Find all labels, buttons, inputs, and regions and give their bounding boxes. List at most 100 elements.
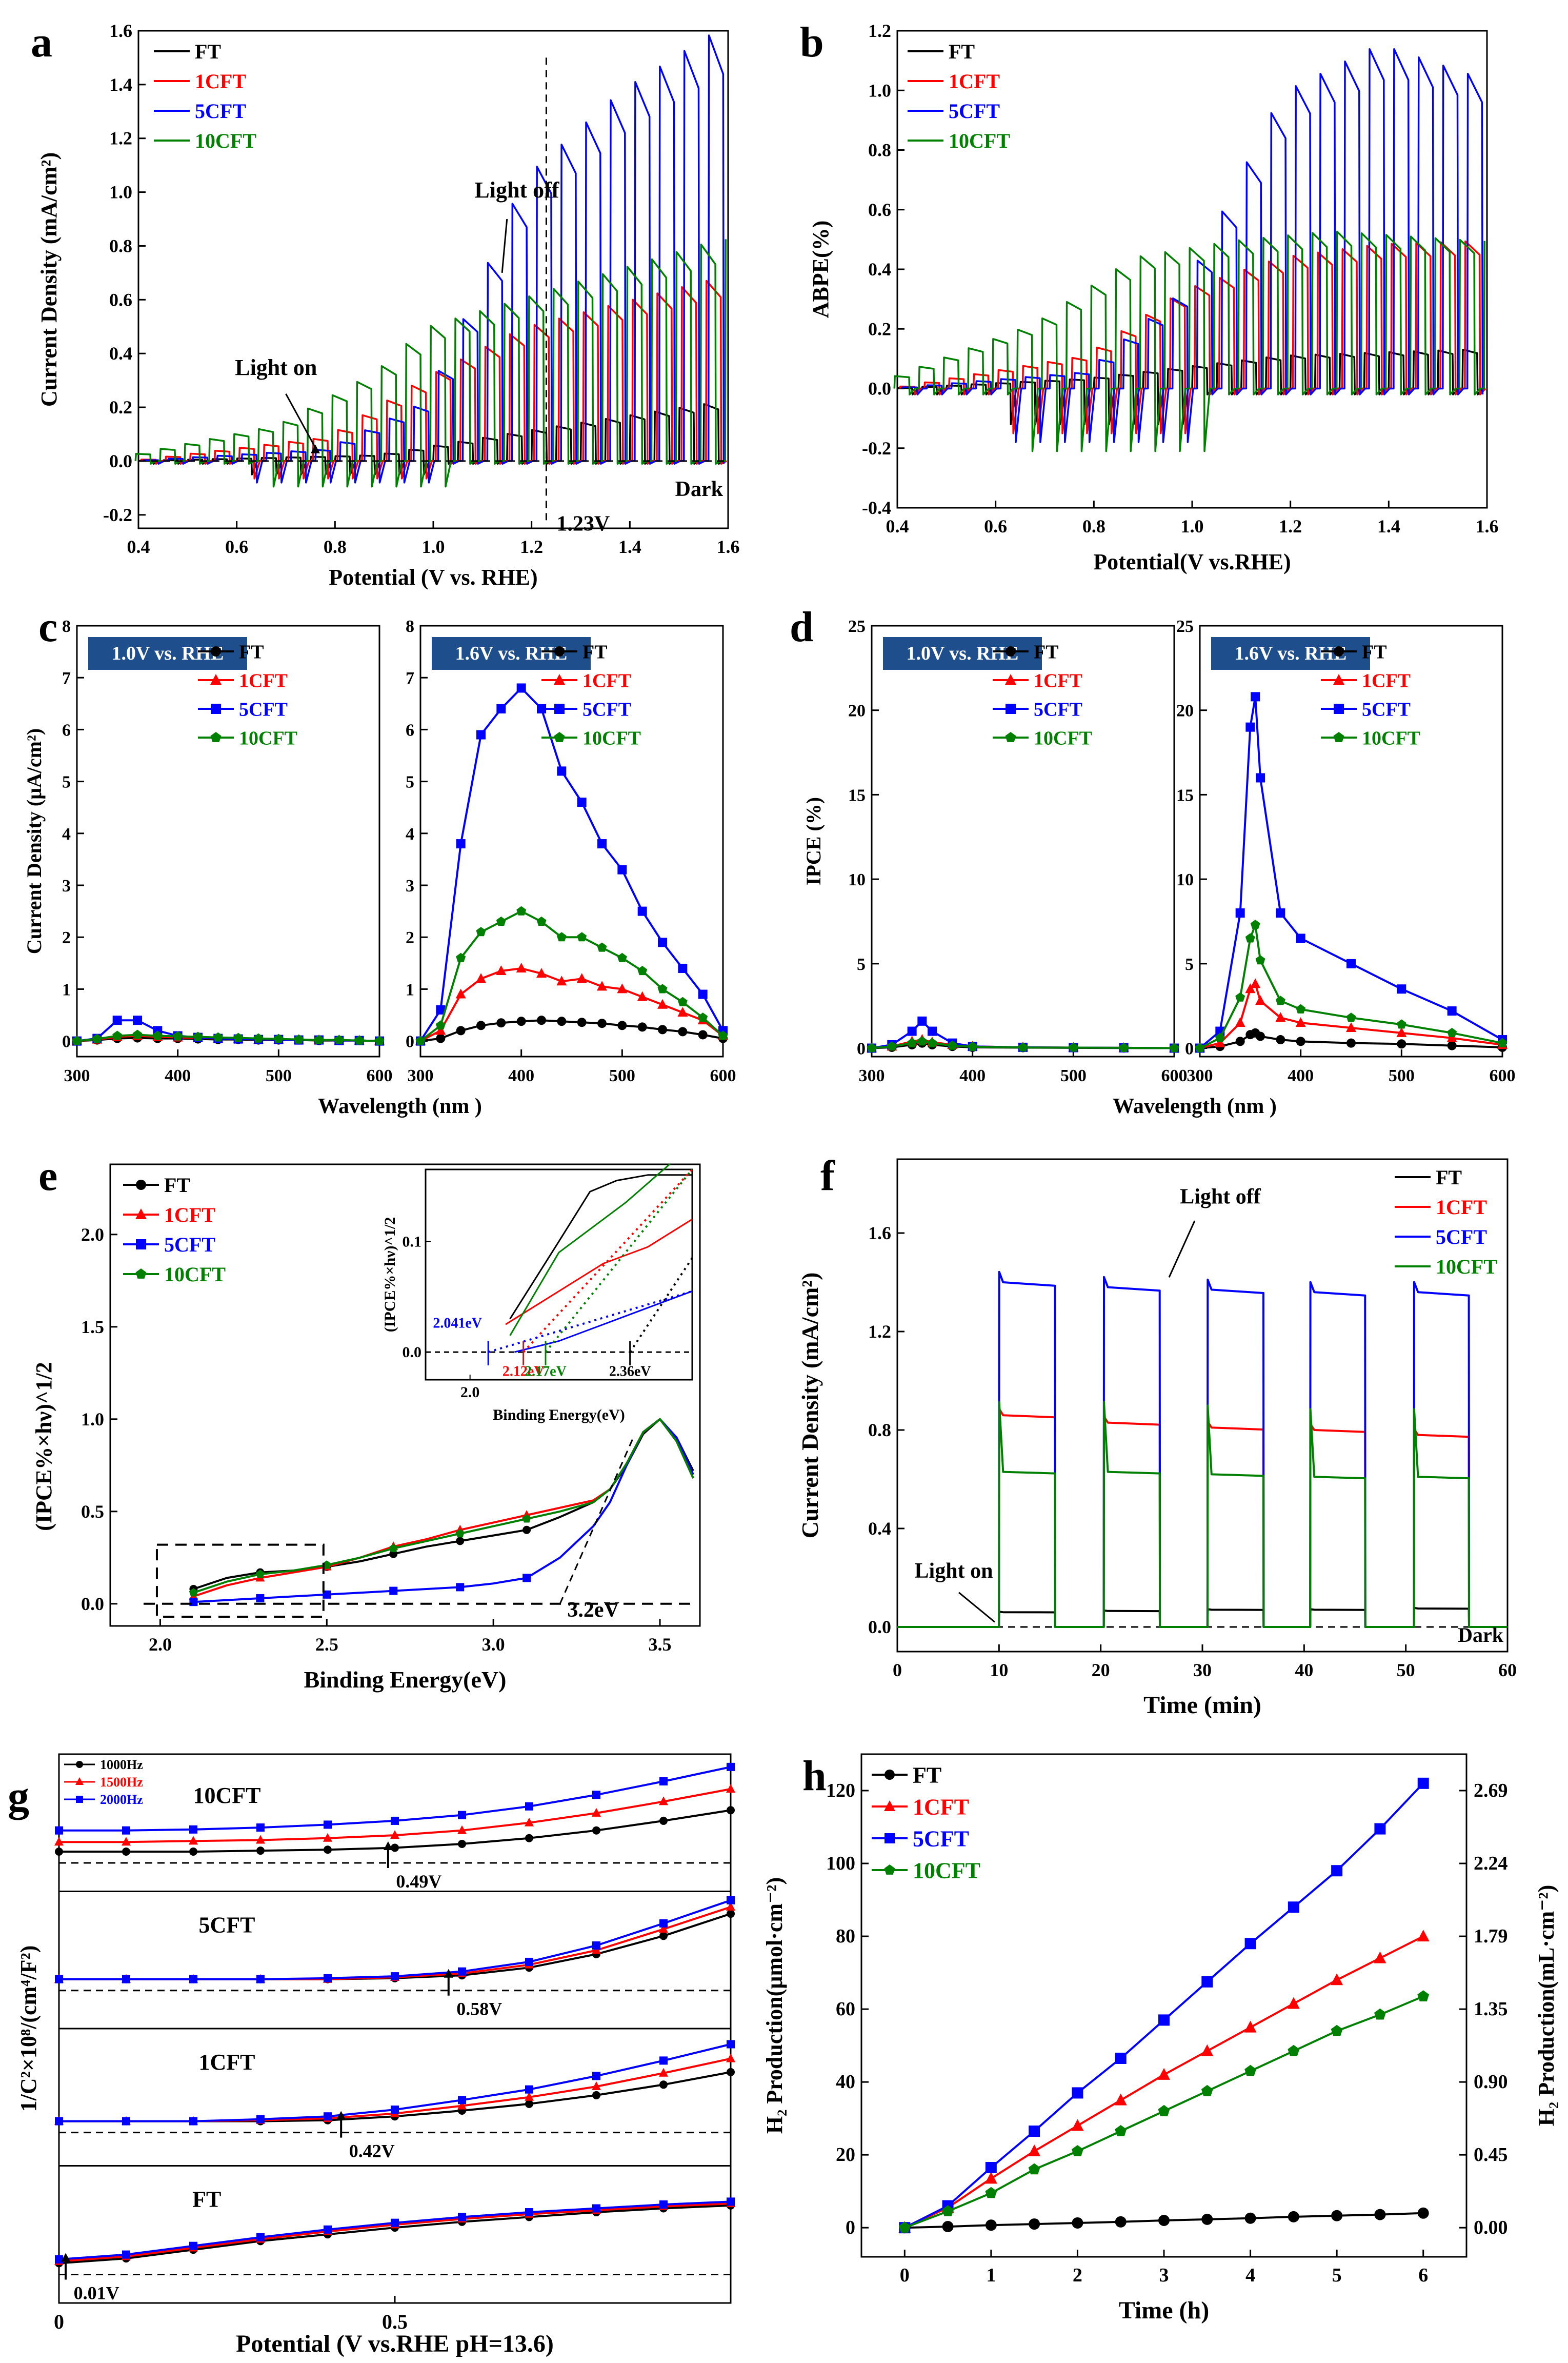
light-on-arrow: [285, 393, 316, 448]
data-point-10CFT: [536, 916, 547, 926]
data-point-1500Hz: [256, 1835, 265, 1844]
data-point-2000Hz: [727, 1896, 735, 1904]
legend-label-FT: FT: [1034, 641, 1059, 663]
zoom-box: [155, 1543, 325, 1618]
data-point-FT: [1115, 2216, 1127, 2228]
data-point-10CFT: [1447, 1027, 1457, 1037]
data-point-10CFT: [435, 1020, 446, 1030]
data-point-FT: [1244, 2212, 1256, 2224]
data-point-2000Hz: [391, 1972, 399, 1981]
data-point-10CFT: [132, 1029, 143, 1039]
data-point-5CFT: [1235, 908, 1245, 918]
data-point-1CFT: [536, 968, 547, 978]
data-point-10CFT: [1288, 2044, 1300, 2056]
y-tick-label-h: 100: [826, 1853, 855, 1874]
legend-marker-10CFT: [884, 1864, 895, 1875]
data-point-5CFT: [637, 906, 647, 916]
legend-label-1500Hz: 1500Hz: [100, 1775, 143, 1790]
legend-marker-FT: [1334, 646, 1344, 657]
legend-label-10CFT: 10CFT: [949, 129, 1010, 152]
y-tick-label-d2: 20: [1176, 702, 1194, 721]
data-point-1500Hz: [659, 2068, 668, 2077]
data-point-1CFT: [677, 1006, 688, 1017]
data-point-2000Hz: [256, 1823, 265, 1832]
data-point-5CFT: [323, 1590, 331, 1599]
data-point-10CFT: [907, 1038, 917, 1047]
plot-frame-e: [109, 1163, 701, 1627]
data-point-1000Hz: [592, 1826, 600, 1835]
data-point-1CFT: [1235, 1017, 1245, 1027]
legend-label-10CFT: 10CFT: [913, 1858, 980, 1883]
data-point-10CFT: [698, 1012, 708, 1022]
x-tick-label-d2: 400: [1288, 1066, 1314, 1085]
legend-label-5CFT: 5CFT: [239, 699, 288, 720]
data-point-10CFT: [867, 1043, 877, 1053]
data-point-1CFT: [617, 983, 628, 994]
data-point-10CFT: [1255, 955, 1265, 965]
data-point-5CFT: [698, 989, 708, 999]
potential-label: 1.23V: [556, 512, 610, 535]
legend-label-10CFT: 10CFT: [239, 727, 297, 749]
data-point-2000Hz: [324, 2225, 332, 2234]
x-tick-label-f: 10: [990, 1660, 1008, 1680]
data-point-10CFT: [927, 1038, 937, 1047]
data-point-10CFT: [1215, 1032, 1225, 1042]
y-tick-label-c1: 6: [62, 721, 71, 740]
data-point-FT: [1276, 1035, 1285, 1045]
y-tick-label-d2: 5: [1185, 955, 1194, 974]
x-tick-label-c2: 300: [408, 1066, 434, 1085]
inset-x-tick-label: 2.0: [460, 1384, 480, 1401]
y-tick-label-c1: 4: [62, 825, 71, 844]
legend-label-5CFT: 5CFT: [582, 699, 631, 720]
data-point-1CFT: [516, 962, 527, 972]
y-tick-label-a: -0.2: [103, 505, 132, 525]
condition-box: [88, 637, 247, 670]
y-tick-label-d2: 0: [1185, 1040, 1194, 1059]
legend-marker-FT: [884, 1770, 895, 1780]
data-point-2000Hz: [525, 2208, 533, 2217]
data-point-1CFT: [1331, 1973, 1343, 1985]
legend-label-1CFT: 1CFT: [1362, 670, 1411, 691]
data-point-2000Hz: [525, 1802, 533, 1811]
legend-marker-5CFT: [136, 1239, 146, 1249]
data-point-1500Hz: [592, 2081, 601, 2091]
data-point-FT: [658, 1025, 667, 1035]
inset-series-1CFT: [505, 1218, 693, 1325]
data-point-1CFT: [1287, 1997, 1300, 2009]
flatband-label: 0.58V: [456, 1999, 502, 2019]
data-point-2000Hz: [659, 1919, 668, 1928]
x-tick-label-c1: 600: [367, 1066, 393, 1085]
y-tick-label-a: 1.2: [109, 128, 132, 149]
condition-box: [432, 637, 591, 670]
flatband-arrowhead: [336, 2111, 346, 2120]
data-point-5CFT: [658, 938, 667, 947]
data-point-5CFT: [456, 1583, 465, 1592]
data-point-10CFT: [1417, 1990, 1430, 2001]
y-tick-label-b: 0.0: [868, 379, 891, 399]
data-point-1500Hz: [457, 1825, 467, 1834]
data-point-5CFT: [1397, 984, 1406, 994]
x-tick-label-b: 1.0: [1181, 516, 1204, 537]
dark-label: Dark: [1458, 1623, 1504, 1646]
data-point-1000Hz: [727, 1806, 735, 1815]
y-tick-label-h: 40: [836, 2071, 855, 2093]
x-tick-label-b: 1.2: [1279, 516, 1302, 537]
data-point-5CFT: [617, 865, 627, 875]
data-point-10CFT: [1119, 1042, 1129, 1052]
data-point-2000Hz: [727, 2197, 735, 2206]
data-point-2000Hz: [659, 2200, 668, 2209]
data-point-10CFT: [898, 2221, 911, 2233]
data-point-5CFT: [985, 2162, 997, 2174]
data-point-FT: [1397, 1039, 1406, 1049]
plot-frame-c2: [419, 625, 724, 1058]
data-point-FT: [1296, 1037, 1305, 1046]
data-point-5CFT: [1251, 692, 1260, 702]
y-tick-label-e: 0.5: [81, 1501, 104, 1522]
data-point-10CFT: [1275, 996, 1285, 1005]
x-tick-label-c1: 300: [64, 1066, 90, 1085]
legend-label-10CFT: 10CFT: [1436, 1255, 1497, 1278]
legend-marker-FT: [211, 646, 221, 657]
legend-marker-5CFT: [1006, 704, 1016, 714]
light-on-arrow: [958, 1592, 995, 1623]
